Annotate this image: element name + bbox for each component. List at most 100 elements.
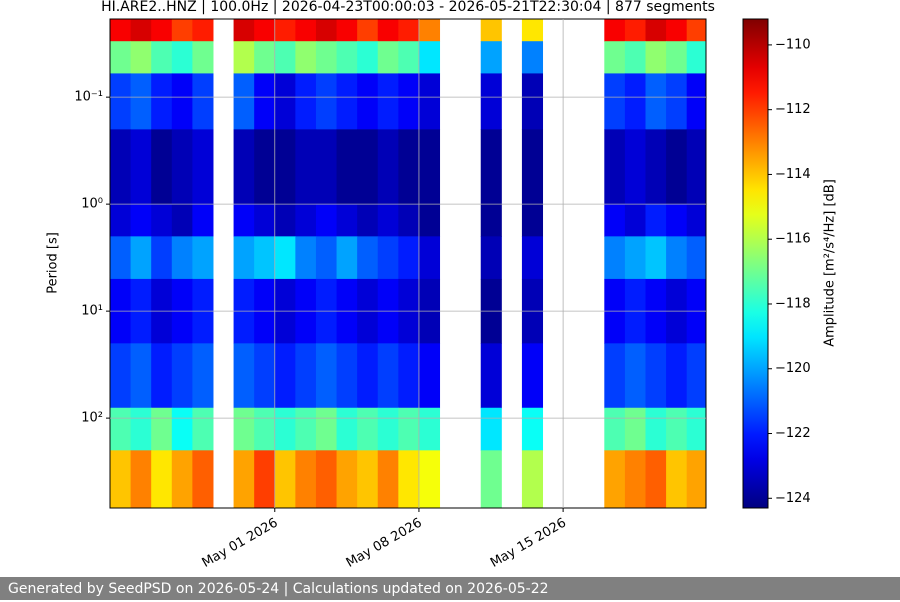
cell — [398, 73, 420, 130]
cell — [418, 19, 441, 42]
cell — [357, 73, 379, 130]
cell — [171, 19, 193, 42]
cell — [315, 204, 338, 237]
cell — [336, 73, 358, 130]
cell — [336, 19, 358, 42]
cell — [398, 129, 420, 205]
cell — [418, 204, 441, 237]
cell — [171, 343, 193, 409]
cell — [645, 41, 667, 74]
cell — [666, 236, 688, 280]
cell — [604, 129, 626, 205]
x-tick-label: May 01 2026 — [200, 516, 281, 571]
cell — [110, 450, 132, 508]
cell — [666, 450, 688, 508]
cell — [130, 343, 152, 409]
cell — [624, 129, 646, 205]
cell — [357, 343, 379, 409]
cell — [254, 41, 276, 74]
cell — [295, 407, 317, 451]
cell — [130, 129, 152, 205]
cell — [666, 73, 688, 130]
y-tick-label: 10² — [81, 411, 103, 426]
cell — [110, 19, 132, 42]
cell — [624, 41, 646, 74]
cells — [110, 19, 706, 508]
cell — [645, 19, 667, 42]
colorbar-tick-label: −112 — [775, 102, 811, 117]
cell — [521, 204, 544, 237]
cell — [604, 407, 626, 451]
cell — [377, 41, 399, 74]
cell — [357, 19, 379, 42]
cell — [110, 41, 132, 74]
cell — [233, 41, 255, 74]
cell — [336, 343, 358, 409]
cell — [171, 236, 193, 280]
cell — [110, 343, 132, 409]
colorbar — [742, 18, 769, 509]
cell — [357, 236, 379, 280]
cell — [357, 450, 379, 508]
cell — [624, 450, 646, 508]
cell — [398, 450, 420, 508]
colorbar-tick-label: −114 — [775, 167, 811, 182]
cell — [480, 41, 502, 74]
cell — [480, 19, 502, 42]
cell — [151, 129, 173, 205]
cell — [521, 19, 544, 42]
cell — [151, 236, 173, 280]
cell — [336, 204, 358, 237]
cell — [254, 204, 276, 237]
cell — [274, 19, 296, 42]
chart-title: HI.ARE2..HNZ | 100.0Hz | 2026-04-23T00:0… — [101, 0, 715, 15]
cell — [315, 407, 338, 451]
cell — [418, 73, 441, 130]
cell — [151, 343, 173, 409]
cell — [480, 129, 502, 205]
cell — [480, 450, 502, 508]
cell — [130, 236, 152, 280]
cell — [357, 204, 379, 237]
cell — [624, 236, 646, 280]
cell — [357, 41, 379, 74]
cell — [130, 73, 152, 130]
cell — [377, 236, 399, 280]
cell — [398, 19, 420, 42]
cell — [686, 236, 706, 280]
cell — [666, 204, 688, 237]
cell — [377, 343, 399, 409]
cell — [274, 236, 296, 280]
cell — [295, 129, 317, 205]
cell — [171, 41, 193, 74]
cell — [686, 41, 706, 74]
cell — [604, 204, 626, 237]
cell — [645, 407, 667, 451]
cell — [274, 343, 296, 409]
cell — [192, 73, 214, 130]
cell — [686, 204, 706, 237]
cell — [295, 343, 317, 409]
cell — [624, 73, 646, 130]
cell — [274, 204, 296, 237]
cell — [666, 407, 688, 451]
cell — [521, 343, 544, 409]
cell — [686, 343, 706, 409]
colorbar-label: Amplitude [m²/s⁴/Hz] [dB] — [823, 179, 838, 347]
colorbar-tick-label: −122 — [775, 426, 811, 441]
y-axis-label: Period [s] — [46, 232, 61, 294]
cell — [171, 204, 193, 237]
cell — [480, 407, 502, 451]
cell — [645, 236, 667, 280]
cell — [192, 129, 214, 205]
cell — [295, 204, 317, 237]
cell — [151, 450, 173, 508]
cell — [336, 407, 358, 451]
cell — [130, 407, 152, 451]
cell — [418, 236, 441, 280]
cell — [645, 129, 667, 205]
cell — [480, 343, 502, 409]
cell — [521, 73, 544, 130]
colorbar-tick-label: −120 — [775, 361, 811, 376]
